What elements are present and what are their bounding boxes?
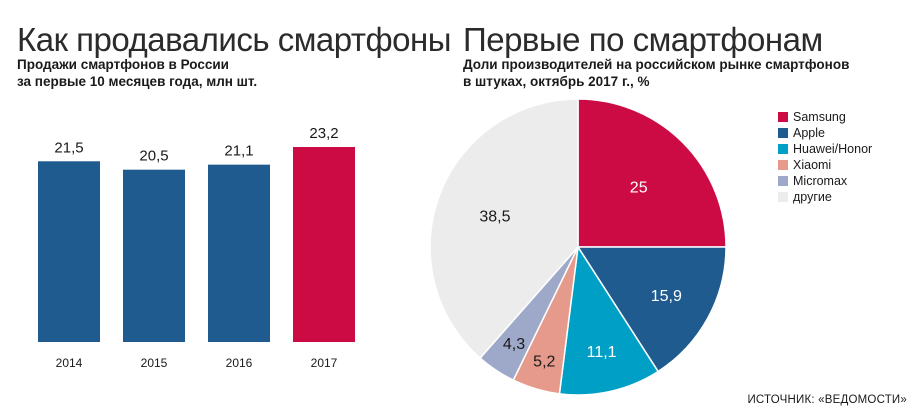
legend-swatch xyxy=(778,192,788,202)
pie-slice-другие xyxy=(429,98,579,360)
pie-value-label: 4,3 xyxy=(503,336,525,353)
bar-value-label: 20,5 xyxy=(139,148,168,165)
pie-chart-title: Первые по смартфонам xyxy=(463,21,823,58)
x-tick-label: 2017 xyxy=(311,356,338,370)
bar-value-label: 23,2 xyxy=(309,125,338,142)
bar-value-label: 21,5 xyxy=(54,139,83,156)
legend-label: Micromax xyxy=(793,174,848,188)
pie-value-label: 5,2 xyxy=(533,354,555,371)
pie-value-label: 11,1 xyxy=(587,344,617,361)
legend-item: Huawei/Honor xyxy=(778,141,872,157)
bar-chart-subtitle-line-1: Продажи смартфонов в России xyxy=(17,57,229,72)
bar-2017 xyxy=(293,147,355,342)
source-note: ИСТОЧНИК: «ВЕДОМОСТИ» xyxy=(747,394,907,406)
bar-value-label: 21,1 xyxy=(224,143,253,160)
x-tick-label: 2014 xyxy=(56,356,83,370)
bar-2015 xyxy=(123,169,185,342)
legend-swatch xyxy=(778,176,788,186)
pie-slice-huawei-honor xyxy=(558,244,660,396)
bar-chart-title: Как продавались смартфоны xyxy=(17,21,451,58)
pie-value-label: 25 xyxy=(630,179,648,196)
bar-chart-subtitle: Продажи смартфонов в России за первые 10… xyxy=(17,56,257,90)
legend-item: Xiaomi xyxy=(778,157,872,173)
legend-swatch xyxy=(778,128,788,138)
legend-item: Apple xyxy=(778,125,872,141)
pie-legend: Samsung Apple Huawei/Honor Xiaomi Micromax др… xyxy=(778,109,872,205)
pie-value-label: 15,9 xyxy=(651,288,682,305)
x-tick-label: 2015 xyxy=(141,356,168,370)
legend-label: Xiaomi xyxy=(793,158,832,172)
pie-chart-subtitle-line-2: в штуках, октябрь 2017 г., % xyxy=(463,74,650,89)
legend-item: Samsung xyxy=(778,109,872,125)
legend-label: Apple xyxy=(793,126,825,140)
bar-2016 xyxy=(208,164,270,342)
legend-swatch xyxy=(778,112,788,122)
bar-chart-subtitle-line-2: за первые 10 месяцев года, млн шт. xyxy=(17,74,258,89)
legend-swatch xyxy=(778,160,788,170)
legend-swatch xyxy=(778,144,788,154)
pie-value-label: 38,5 xyxy=(479,209,510,226)
pie-slice-samsung xyxy=(577,98,727,248)
x-tick-label: 2016 xyxy=(226,356,253,370)
legend-label: Huawei/Honor xyxy=(793,142,873,156)
pie-chart-subtitle-line-1: Доли производителей на российском рынке … xyxy=(463,57,850,72)
pie-chart-subtitle: Доли производителей на российском рынке … xyxy=(463,56,849,90)
legend-item: Micromax xyxy=(778,173,872,189)
pie-slice-apple xyxy=(576,246,727,373)
legend-label: Samsung xyxy=(793,110,846,124)
legend-label: другие xyxy=(793,190,832,204)
legend-item: другие xyxy=(778,189,872,205)
bar-2014 xyxy=(38,161,100,342)
